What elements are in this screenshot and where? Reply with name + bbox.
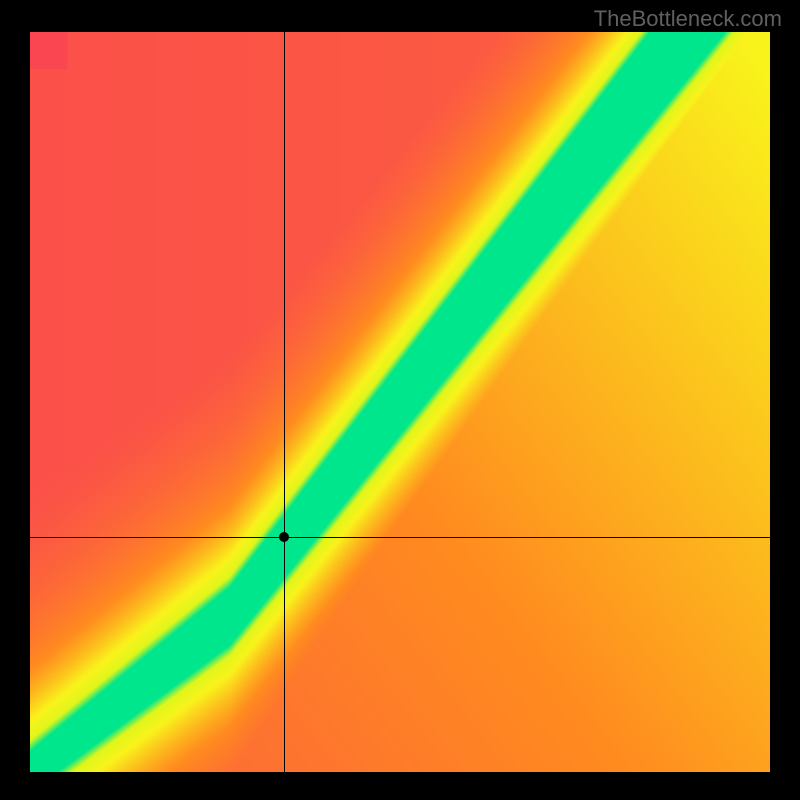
crosshair-vertical <box>284 32 285 772</box>
heatmap-canvas <box>30 32 770 772</box>
marker-dot <box>279 532 289 542</box>
watermark-text: TheBottleneck.com <box>594 6 782 32</box>
heatmap-plot <box>30 32 770 772</box>
crosshair-horizontal <box>30 537 770 538</box>
chart-container: TheBottleneck.com <box>0 0 800 800</box>
